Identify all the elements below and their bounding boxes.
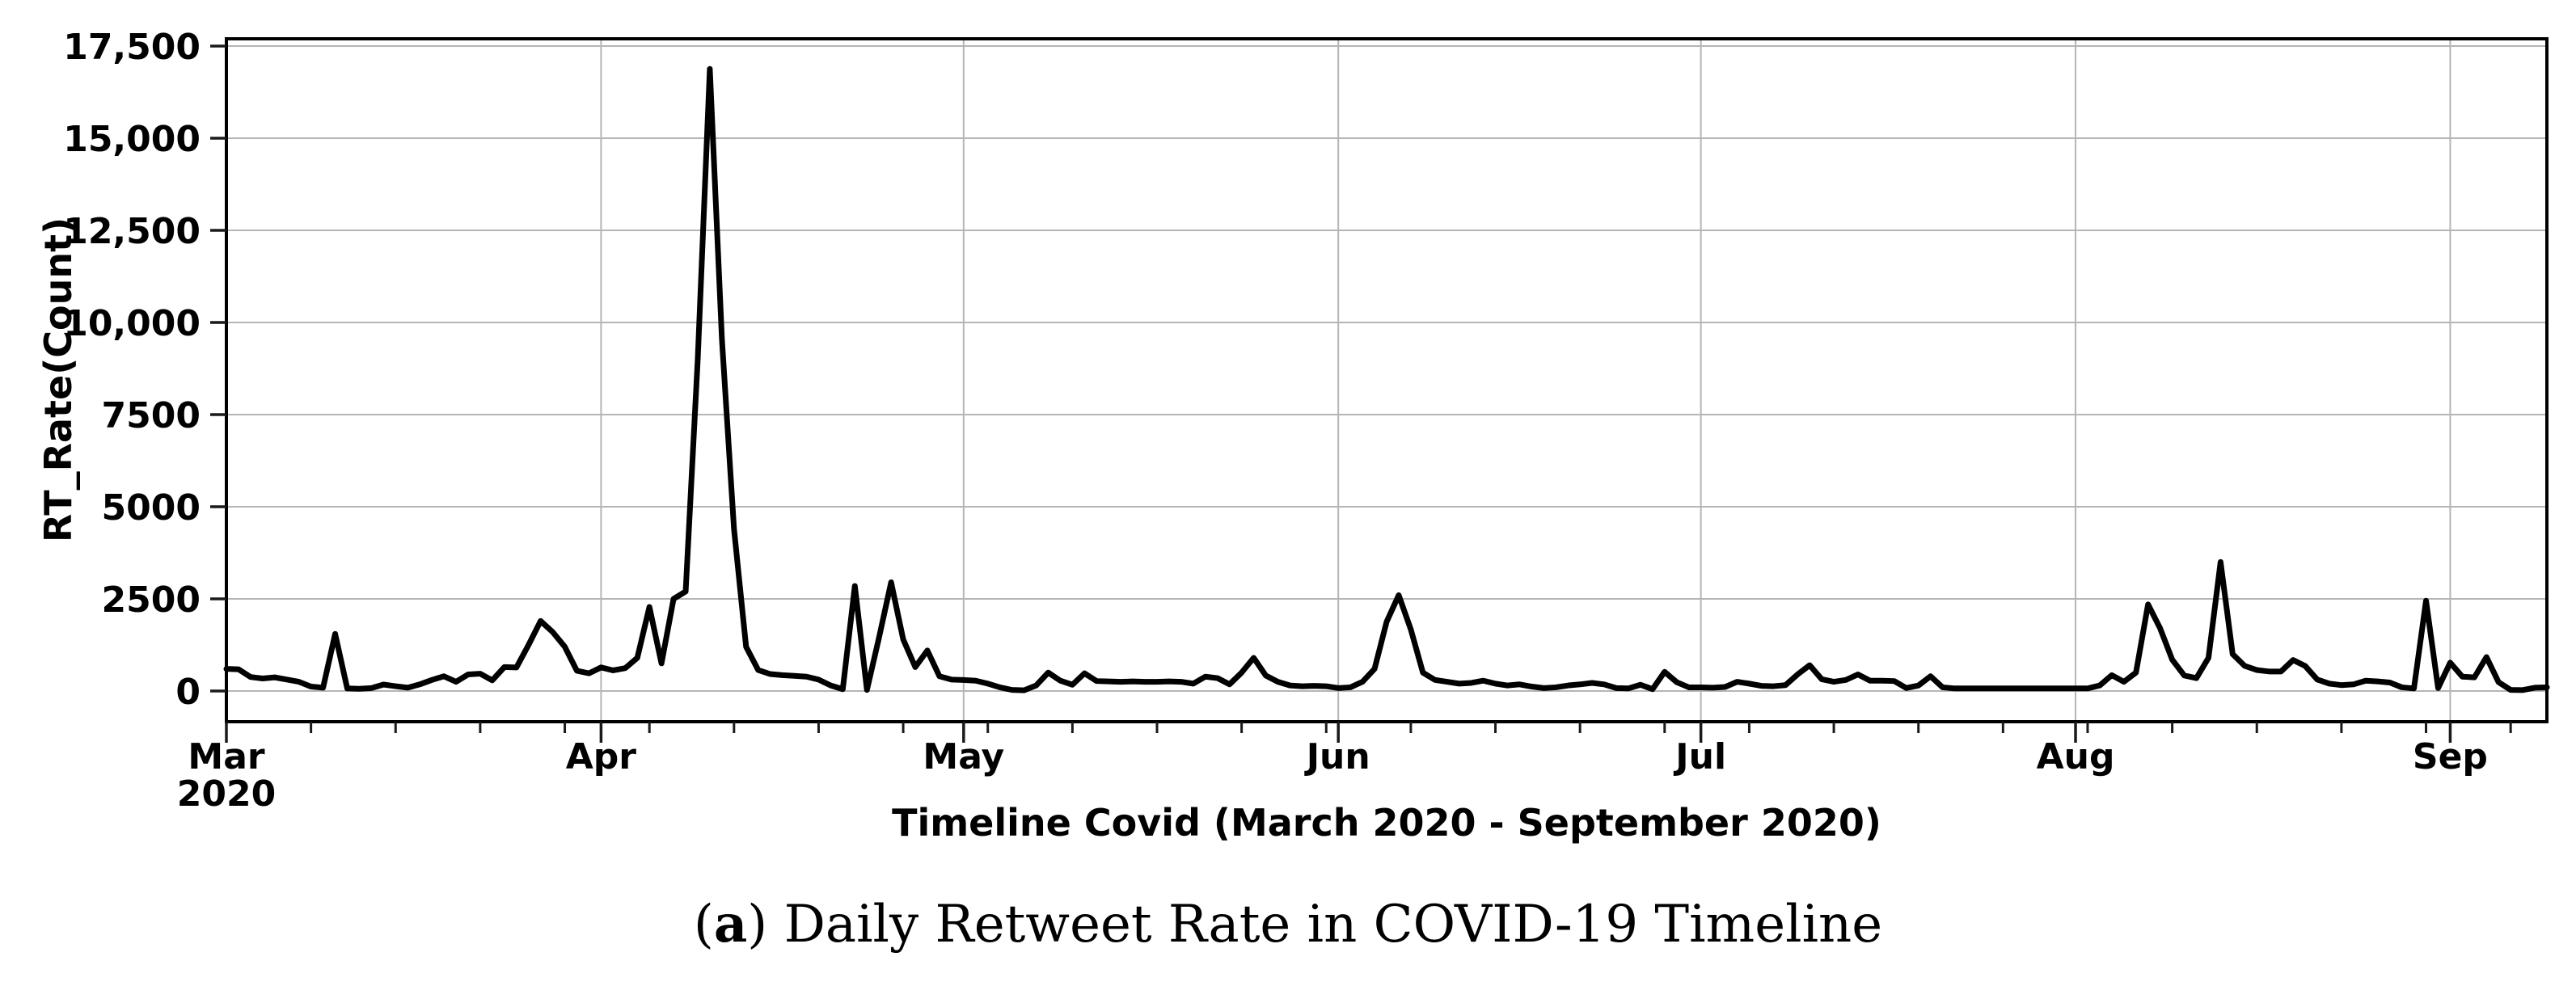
y-tick-label: 7500 <box>102 395 201 436</box>
axis-tick-labels: 0 2500 5000 7500 10,000 12,500 15,000 17,500 Mar… <box>63 27 2488 815</box>
data-line-group <box>223 65 2550 693</box>
x-tick-year-label: 2020 <box>177 773 276 815</box>
x-tick-label: Aug <box>2037 736 2115 777</box>
axis-ticks <box>210 44 2512 743</box>
caption-index: a <box>713 894 748 954</box>
x-tick-label: Mar <box>188 736 264 777</box>
y-axis-title: RT_Rate(Count) <box>36 217 80 542</box>
y-tick-label: 10,000 <box>63 303 201 344</box>
x-tick-label: Apr <box>566 736 637 777</box>
x-tick-label: Jun <box>1304 736 1370 777</box>
rt-rate-line <box>223 65 2550 693</box>
x-tick-label: Jul <box>1673 736 1726 777</box>
gridlines <box>226 39 2547 722</box>
caption-text: ) Daily Retweet Rate in COVID-19 Timelin… <box>747 895 1883 954</box>
y-tick-label: 12,500 <box>63 211 201 252</box>
y-tick-label: 0 <box>175 672 201 713</box>
y-tick-label: 17,500 <box>63 27 201 68</box>
plot-border <box>225 37 2549 723</box>
x-axis-title: Timeline Covid (March 2020 - September 2… <box>892 801 1881 845</box>
x-tick-label: May <box>923 736 1004 777</box>
y-tick-label: 5000 <box>102 487 201 529</box>
figure-caption: (a) Daily Retweet Rate in COVID-19 Timel… <box>0 894 2576 954</box>
x-tick-label: Sep <box>2413 736 2488 777</box>
y-tick-label: 2500 <box>102 579 201 621</box>
caption-paren-open: ( <box>693 895 714 954</box>
retweet-rate-chart: 0 2500 5000 7500 10,000 12,500 15,000 17,500 Mar… <box>36 27 2550 845</box>
y-tick-label: 15,000 <box>63 119 201 160</box>
